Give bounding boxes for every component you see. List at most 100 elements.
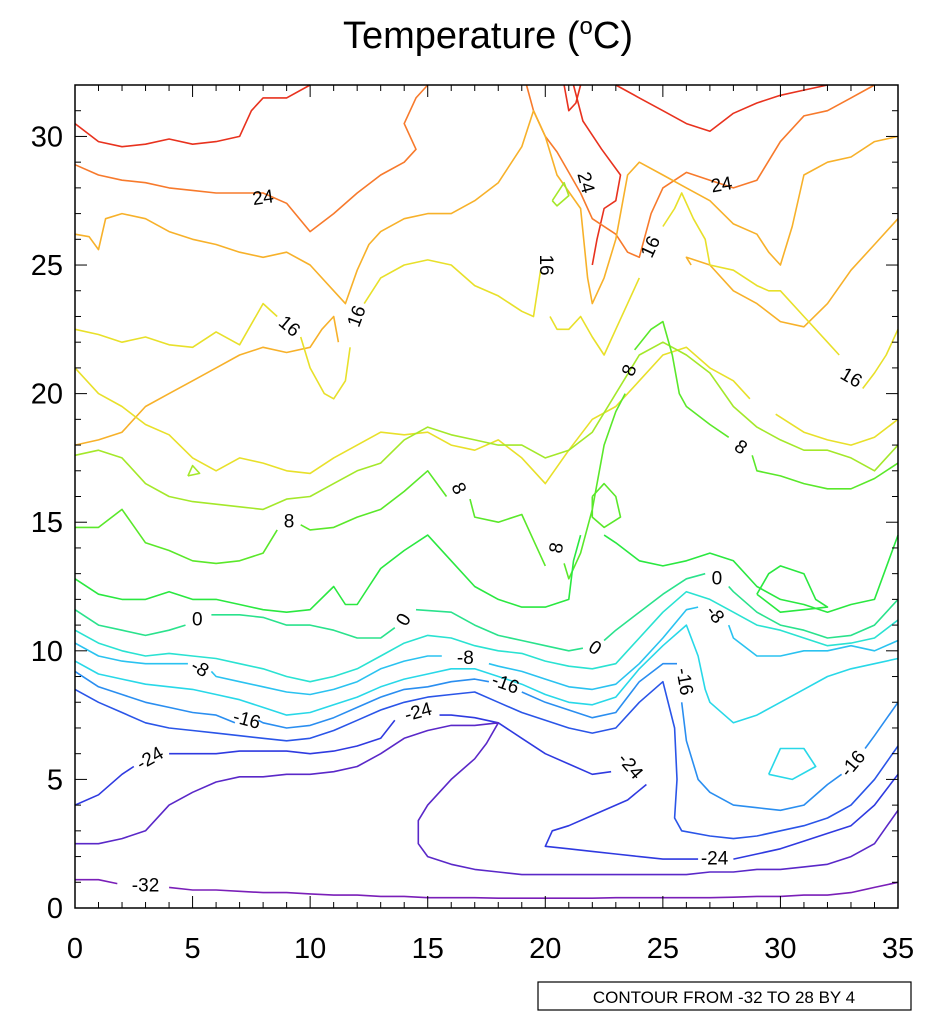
contour-line-level-12-2 [551,181,570,207]
contour-line-level-28-0 [74,84,311,148]
contour-label-27: -24 [701,849,729,870]
contour-line-level-neg8-1 [210,655,442,696]
contour-line-level-8-5 [751,455,899,490]
contour-label-24: -24 [133,743,168,775]
contour-label-15: 0 [584,637,605,660]
contour-label-12: 8 [730,436,751,459]
contour-label-0: 24 [251,186,275,210]
contour-line-level-neg20-0 [74,680,899,840]
contour-line-level-16-0 [74,302,278,349]
contour-line-level-neg8-2 [488,606,699,691]
y-tick-label-5: 5 [47,764,63,796]
x-tick-label-30: 30 [764,933,796,965]
contour-line-level-4-0 [74,534,582,614]
contour-label-19: -8 [701,602,728,628]
contour-line-level-28-3 [572,84,622,266]
contour-label-2: 24 [709,173,734,197]
x-tick-label-0: 0 [67,933,83,965]
contour-lines [74,84,899,900]
contour-label-11: 8 [618,362,641,379]
chart-title-superscript: o [580,13,593,40]
contour-line-level-16-6 [74,346,751,485]
contour-line-level-neg16-2 [521,662,677,719]
contour-label-14: 0 [392,610,415,630]
x-tick-label-35: 35 [882,933,914,965]
x-tick-label-5: 5 [185,933,201,965]
axis-tick-labels: 0 5 10 15 20 25 30 35 0 5 10 15 20 25 30 [31,121,914,965]
contour-line-level-20-2 [685,218,899,328]
contour-labels: 24 24 24 16 16 16 16 16 8 8 8 8 8 0 0 0 0 -8 -8 -8 -16 -16 -16… [132,170,870,897]
contour-label-22: -16 [671,666,696,697]
contour-line-level-neg32-1 [169,881,899,900]
contour-line-level-8-0 [75,508,278,565]
contour-line-level-neg28-0 [75,721,899,876]
contour-line-level-neg8-3 [727,624,899,657]
contour-line-level-16-3 [549,277,641,356]
x-tick-label-25: 25 [647,933,679,965]
y-tick-label-25: 25 [31,250,63,282]
contour-label-7: 16 [837,364,866,393]
contour-line-level-0-3 [603,572,706,642]
contour-line-level-8-4 [633,320,730,438]
contour-label-20: -16 [231,707,263,734]
contour-line-level-4-2 [756,565,829,614]
contour-line-level-neg8-0 [74,642,188,665]
contour-line-level-4-1 [603,534,899,614]
contour-line-level-neg12-0 [74,624,899,724]
contour-line-level-neg16-0 [74,670,236,724]
x-tick-label-10: 10 [294,933,326,965]
x-tick-label-20: 20 [529,933,561,965]
info-label: CONTOUR FROM -32 TO 28 BY 4 [593,988,855,1007]
contour-label-17: -8 [187,655,212,682]
contour-label-16: 0 [712,568,723,589]
contour-label-5: 16 [535,254,556,275]
axis-ticks [74,84,899,909]
info-label-box [537,981,912,1011]
contour-label-1: 24 [572,170,598,196]
contour-line-level-0-1 [211,613,396,639]
contour-label-18: -8 [457,648,474,669]
contour-label-10: 8 [546,541,569,555]
y-tick-label-20: 20 [31,379,63,411]
chart-title-end: C) [593,15,633,57]
contour-line-level-20-1 [74,315,340,446]
y-tick-label-0: 0 [47,893,63,925]
contour-label-28: -32 [132,876,159,897]
contour-line-level-28-1 [563,84,582,112]
contour-line-level-8-1 [300,469,448,531]
contour-label-9: 8 [447,480,471,498]
contour-line-level-24-1 [525,84,875,259]
contour-line-level-neg16-1 [258,678,490,729]
contour-line-level-16-2 [363,259,542,318]
contour-line-level-0-2 [415,608,584,652]
contour-line-level-24-0 [74,84,429,233]
contour-label-25: -24 [402,699,434,727]
contour-line-level-neg24-2 [439,714,612,776]
contour-line-level-neg4-0 [74,590,899,683]
contour-label-6: 16 [637,233,665,261]
contour-line-level-0-4 [728,585,899,639]
contour-line-level-8-2 [469,498,547,567]
plot-frame [74,84,899,909]
y-tick-label-15: 15 [31,507,63,539]
contour-line-level-neg24-4 [733,773,899,860]
y-tick-label-10: 10 [31,636,63,668]
contour-line-level-8-6 [591,482,622,529]
contour-line-level-12-1 [187,464,201,477]
contour-line-level-0-0 [74,609,186,637]
contour-line-level-neg16-3 [680,702,843,812]
contour-line-level-neg12-1 [767,747,817,781]
contour-line-level-neg24-1 [169,719,396,755]
contour-line-level-16-4 [662,192,840,356]
contour-label-4: 16 [344,303,371,330]
contour-line-level-16-1 [299,336,351,400]
y-tick-label-30: 30 [31,121,63,153]
contour-line-level-neg32-0 [75,878,118,885]
contour-label-26: -24 [613,749,647,784]
chart-title: Temperature (oC) [343,13,633,57]
x-tick-label-15: 15 [412,933,444,965]
contour-line-level-16-7 [775,413,899,446]
contour-line-level-neg24-0 [74,765,135,806]
contour-line-level-neg16-4 [864,701,899,749]
